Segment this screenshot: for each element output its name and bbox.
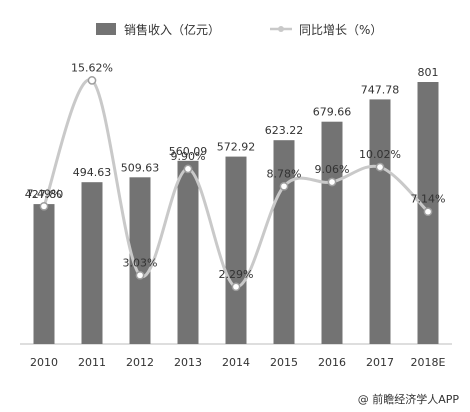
growth-label-2018E: 7.14% bbox=[411, 193, 446, 206]
legend-line-label: 同比增长（%） bbox=[299, 23, 382, 37]
bar-2014 bbox=[225, 156, 247, 344]
growth-label-2017: 10.02% bbox=[359, 148, 401, 161]
growth-label-2011: 15.62% bbox=[71, 61, 113, 74]
source-credit: @ 前瞻经济学人APP bbox=[358, 392, 460, 406]
x-tick-labels: 2010 2011 2012 2013 2014 2015 2016 2017 2018E bbox=[30, 356, 446, 369]
growth-marker-2011 bbox=[87, 76, 97, 85]
bar-label-2016: 679.66 bbox=[313, 106, 352, 119]
growth-label-2010: 7.49% bbox=[27, 187, 62, 200]
x-tick-2015: 2015 bbox=[270, 356, 298, 369]
bar-label-2018E: 801 bbox=[418, 66, 439, 79]
growth-label-2015: 8.78% bbox=[267, 167, 302, 180]
bar-2016 bbox=[321, 121, 343, 344]
legend: 销售收入（亿元） 同比增长（%） bbox=[96, 22, 382, 37]
legend-bar-swatch bbox=[96, 23, 116, 35]
bar-2010 bbox=[33, 204, 55, 344]
bar-label-2017: 747.78 bbox=[361, 83, 400, 96]
bar-label-2013: 560.09 bbox=[169, 145, 208, 158]
legend-line-marker bbox=[278, 26, 284, 32]
bar-label-2011: 494.63 bbox=[73, 166, 112, 179]
growth-line bbox=[42, 78, 430, 289]
bar-2011 bbox=[81, 182, 103, 344]
x-tick-2018E: 2018E bbox=[411, 356, 446, 369]
bar-label-2010: 427.80 bbox=[25, 188, 64, 201]
growth-marker-2016 bbox=[327, 177, 337, 187]
growth-label-2012: 3.03% bbox=[123, 256, 158, 269]
growth-markers bbox=[39, 76, 433, 292]
bar-2017 bbox=[369, 99, 391, 345]
growth-value-labels: 7.49% 15.62% 3.03% 9.90% 2.29% 8.78% 9.06% 10.0… bbox=[27, 61, 446, 280]
growth-label-2013: 9.90% bbox=[171, 150, 206, 163]
x-tick-2017: 2017 bbox=[366, 356, 394, 369]
x-tick-2016: 2016 bbox=[318, 356, 346, 369]
x-tick-2011: 2011 bbox=[78, 356, 106, 369]
growth-marker-2012 bbox=[135, 270, 145, 280]
growth-marker-2014 bbox=[231, 282, 241, 292]
x-tick-2010: 2010 bbox=[30, 356, 58, 369]
growth-marker-2018E bbox=[423, 207, 433, 217]
growth-label-2016: 9.06% bbox=[315, 163, 350, 176]
bar-series bbox=[33, 82, 439, 345]
growth-marker-2015 bbox=[279, 181, 289, 191]
bar-label-2015: 623.22 bbox=[265, 124, 304, 137]
bar-2012 bbox=[129, 177, 151, 344]
x-tick-2014: 2014 bbox=[222, 356, 250, 369]
x-tick-2013: 2013 bbox=[174, 356, 202, 369]
x-tick-2012: 2012 bbox=[126, 356, 154, 369]
bar-2013 bbox=[177, 160, 199, 344]
growth-label-2014: 2.29% bbox=[219, 268, 254, 281]
bar-label-2012: 509.63 bbox=[121, 161, 160, 174]
bar-2015 bbox=[273, 140, 295, 344]
bar-value-labels: 427.80 494.63 509.63 560.09 572.92 623.22 679.… bbox=[25, 66, 439, 201]
legend-bar-label: 销售收入（亿元） bbox=[124, 22, 220, 37]
growth-marker-2010 bbox=[39, 201, 49, 211]
growth-marker-2013 bbox=[183, 164, 193, 174]
bar-label-2014: 572.92 bbox=[217, 141, 256, 154]
growth-marker-2017 bbox=[375, 162, 385, 172]
